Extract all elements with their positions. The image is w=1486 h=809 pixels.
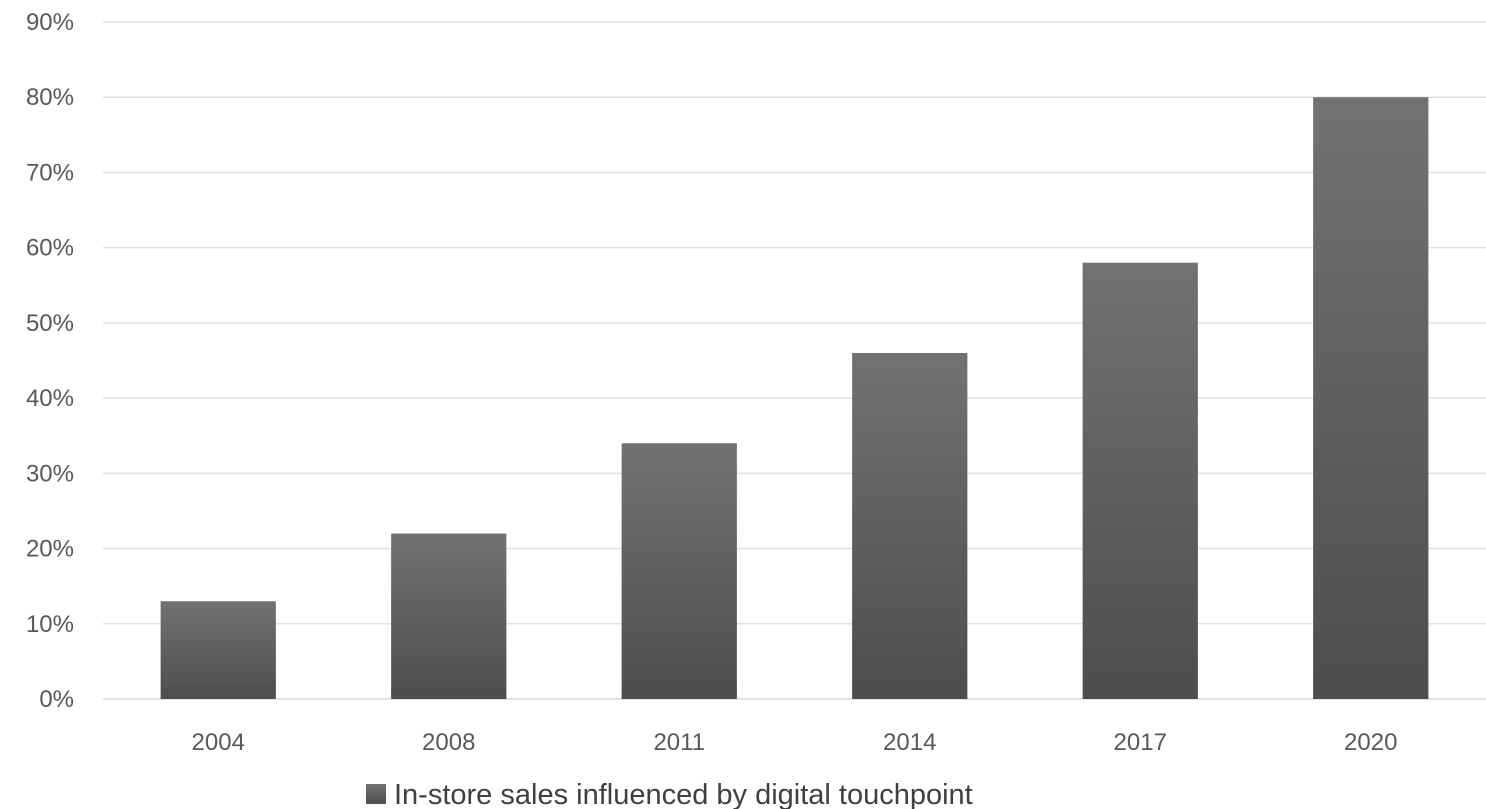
y-tick-label: 90% [26, 9, 74, 36]
legend-swatch [366, 784, 386, 804]
x-tick-label: 2020 [1344, 729, 1397, 756]
y-tick-label: 10% [26, 611, 74, 638]
x-tick-label: 2014 [883, 729, 936, 756]
y-tick-label: 0% [39, 686, 74, 713]
y-tick-label: 80% [26, 84, 74, 111]
gridlines [103, 21, 1486, 700]
x-tick-label: 2011 [653, 729, 705, 756]
bar-2020 [1313, 97, 1429, 699]
legend: In-store sales influenced by digital tou… [366, 779, 973, 809]
x-tick-label: 2017 [1114, 729, 1167, 756]
bar-2004 [160, 601, 276, 699]
y-tick-label: 70% [26, 159, 74, 186]
y-tick-label: 20% [26, 536, 74, 563]
bar-2011 [621, 443, 737, 699]
y-tick-label: 60% [26, 235, 74, 262]
bar-2014 [852, 352, 968, 699]
x-tick-label: 2008 [422, 729, 475, 756]
x-tick-label: 2004 [192, 729, 245, 756]
legend-label: In-store sales influenced by digital tou… [394, 779, 973, 809]
y-tick-label: 50% [26, 310, 74, 337]
bar-2017 [1082, 262, 1198, 699]
y-axis-tick-labels: 0% 10% 20% 30% 40% 50% 60% 70% 80% 90% [26, 9, 74, 713]
y-tick-label: 40% [26, 385, 74, 412]
x-axis-tick-labels: 2004 2008 2011 2014 2017 2020 [192, 729, 1398, 756]
y-tick-label: 30% [26, 460, 74, 487]
bars [160, 97, 1429, 699]
bar-2008 [391, 533, 507, 699]
